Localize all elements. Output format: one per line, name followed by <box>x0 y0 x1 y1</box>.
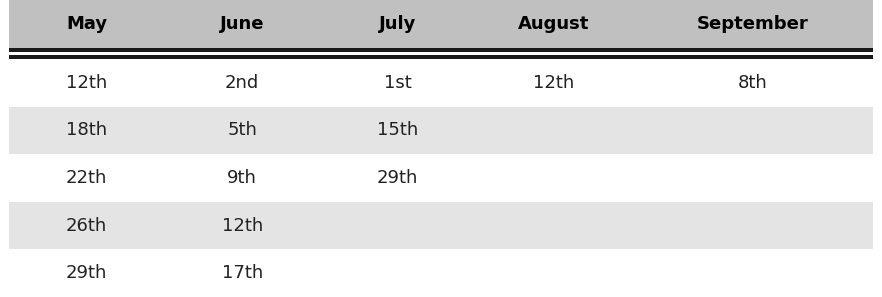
Text: June: June <box>220 15 265 33</box>
Text: 29th: 29th <box>66 264 108 282</box>
Text: 12th: 12th <box>221 217 263 235</box>
Bar <box>9 107 873 154</box>
Text: 17th: 17th <box>221 264 263 282</box>
Text: 29th: 29th <box>377 169 418 187</box>
Text: 15th: 15th <box>377 121 418 139</box>
Text: 12th: 12th <box>533 74 574 92</box>
Text: 2nd: 2nd <box>225 74 259 92</box>
Bar <box>9 48 873 59</box>
Bar <box>9 0 873 48</box>
Text: 8th: 8th <box>737 74 767 92</box>
Bar <box>9 247 873 297</box>
Bar <box>9 59 873 107</box>
Bar <box>9 249 873 297</box>
Text: 18th: 18th <box>66 121 108 139</box>
Bar <box>9 98 873 148</box>
Text: 1st: 1st <box>384 74 412 92</box>
Text: 26th: 26th <box>66 217 108 235</box>
Text: July: July <box>379 15 416 33</box>
Bar <box>9 55 873 59</box>
Bar <box>9 48 873 98</box>
Text: 22th: 22th <box>66 169 108 187</box>
Bar <box>9 198 873 247</box>
Text: 12th: 12th <box>66 74 108 92</box>
Bar <box>9 48 873 52</box>
Text: 5th: 5th <box>228 121 258 139</box>
Bar <box>9 148 873 198</box>
Text: May: May <box>66 15 108 33</box>
Text: 9th: 9th <box>228 169 258 187</box>
Text: August: August <box>518 15 589 33</box>
Bar <box>9 202 873 249</box>
Bar <box>9 154 873 202</box>
Text: September: September <box>696 15 808 33</box>
